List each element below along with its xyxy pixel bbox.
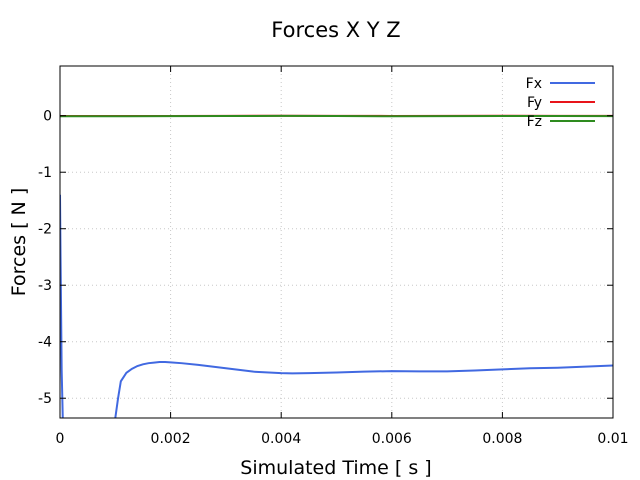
- legend-label-fz: Fz: [527, 114, 542, 130]
- x-tick-label: 0.006: [372, 431, 412, 447]
- tick-labels: 0 0.002 0.004 0.006 0.008 0.01 0 -1 -2 -3 -4 -5: [38, 109, 629, 447]
- plot-frame: [59, 65, 614, 419]
- ticks: [59, 66, 614, 418]
- y-tick-label: -2: [38, 222, 52, 238]
- y-tick-label: -5: [38, 391, 52, 407]
- y-tick-label: -1: [38, 165, 52, 181]
- legend-label-fy: Fy: [527, 95, 542, 111]
- x-tick-label: 0: [56, 431, 65, 447]
- series-fx-line-segment: [114, 361, 613, 418]
- series-layer: [60, 114, 613, 418]
- y-tick-label: 0: [43, 109, 52, 125]
- y-tick-label: -4: [38, 335, 52, 351]
- x-tick-label: 0.008: [482, 431, 522, 447]
- legend: Fx Fy Fz: [526, 76, 595, 130]
- legend-label-fx: Fx: [526, 76, 542, 92]
- y-tick-label: -3: [38, 278, 52, 294]
- x-tick-label: 0.004: [261, 431, 301, 447]
- chart-title: Forces X Y Z: [271, 18, 400, 42]
- x-axis-label: Simulated Time [ s ]: [240, 457, 431, 479]
- y-axis-label: Forces [ N ]: [8, 188, 30, 296]
- x-tick-label: 0.002: [151, 431, 191, 447]
- x-tick-label: 0.01: [597, 431, 628, 447]
